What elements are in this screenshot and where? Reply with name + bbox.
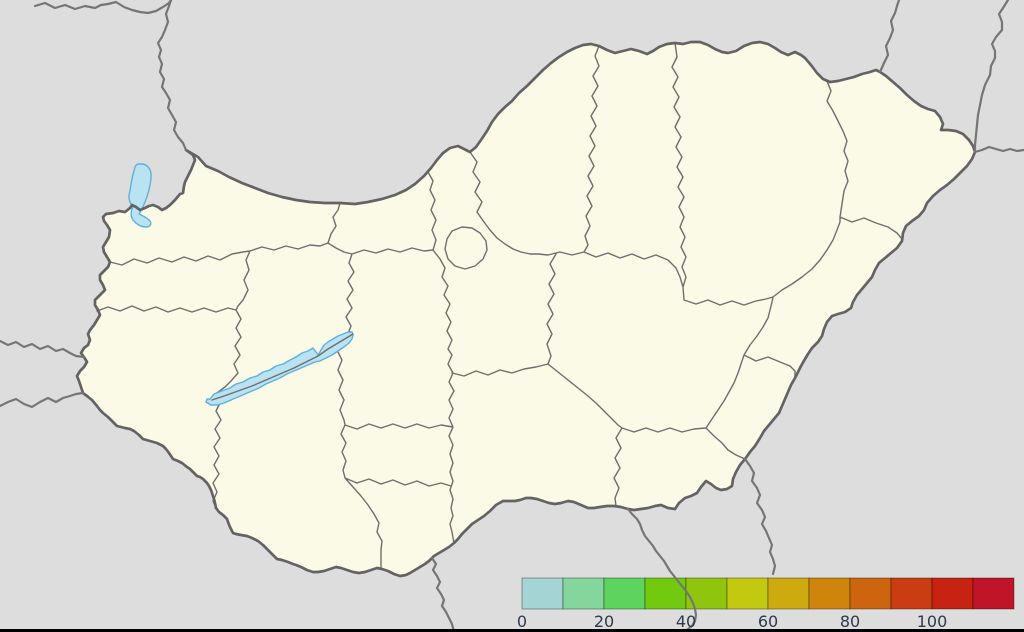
legend-segment-0-10	[521, 577, 564, 610]
legend-segment-100-110	[931, 577, 974, 610]
legend-tick-100: 100	[917, 612, 948, 631]
bottom-frame-line	[0, 629, 1024, 632]
balaton-county-line	[211, 333, 354, 401]
budapest-enclave	[444, 226, 488, 270]
legend-segment-20-30	[603, 577, 646, 610]
legend-segment-80-90	[849, 577, 892, 610]
lake-ferto	[128, 163, 152, 228]
legend-segment-60-70	[767, 577, 810, 610]
border-austria-slovenia	[0, 339, 86, 359]
legend-tick-40: 40	[676, 612, 696, 631]
legend-tick-labels: 0 20 40 60 80 100	[517, 612, 947, 631]
hungary-outline	[75, 40, 977, 578]
legend-segment-10-20	[562, 577, 605, 610]
county-borders	[96, 42, 903, 569]
legend-tick-0: 0	[517, 612, 527, 631]
border-austria-slovakia	[156, 0, 188, 152]
border-romania-serbia	[743, 457, 777, 576]
border-danube-croatia	[430, 556, 456, 632]
legend-tick-80: 80	[840, 612, 860, 631]
border-top-left-squiggle	[33, 0, 173, 15]
border-ukraine-northeast	[973, 0, 1010, 154]
legend-segment-70-80	[808, 577, 851, 610]
legend-segment-50-60	[726, 577, 769, 610]
legend-tick-20: 20	[594, 612, 614, 631]
legend-segment-40-50	[685, 577, 728, 610]
legend-segment-90-100	[890, 577, 933, 610]
border-slovakia-ukraine	[878, 0, 901, 74]
legend-tick-60: 60	[758, 612, 778, 631]
border-slovenia-croatia	[0, 391, 85, 409]
border-croatia-serbia	[626, 507, 698, 632]
hungary-shape	[77, 42, 975, 576]
border-ukraine-romania	[973, 145, 1024, 154]
legend-segment-110-120	[972, 577, 1015, 610]
legend-color-bar	[521, 577, 1015, 610]
